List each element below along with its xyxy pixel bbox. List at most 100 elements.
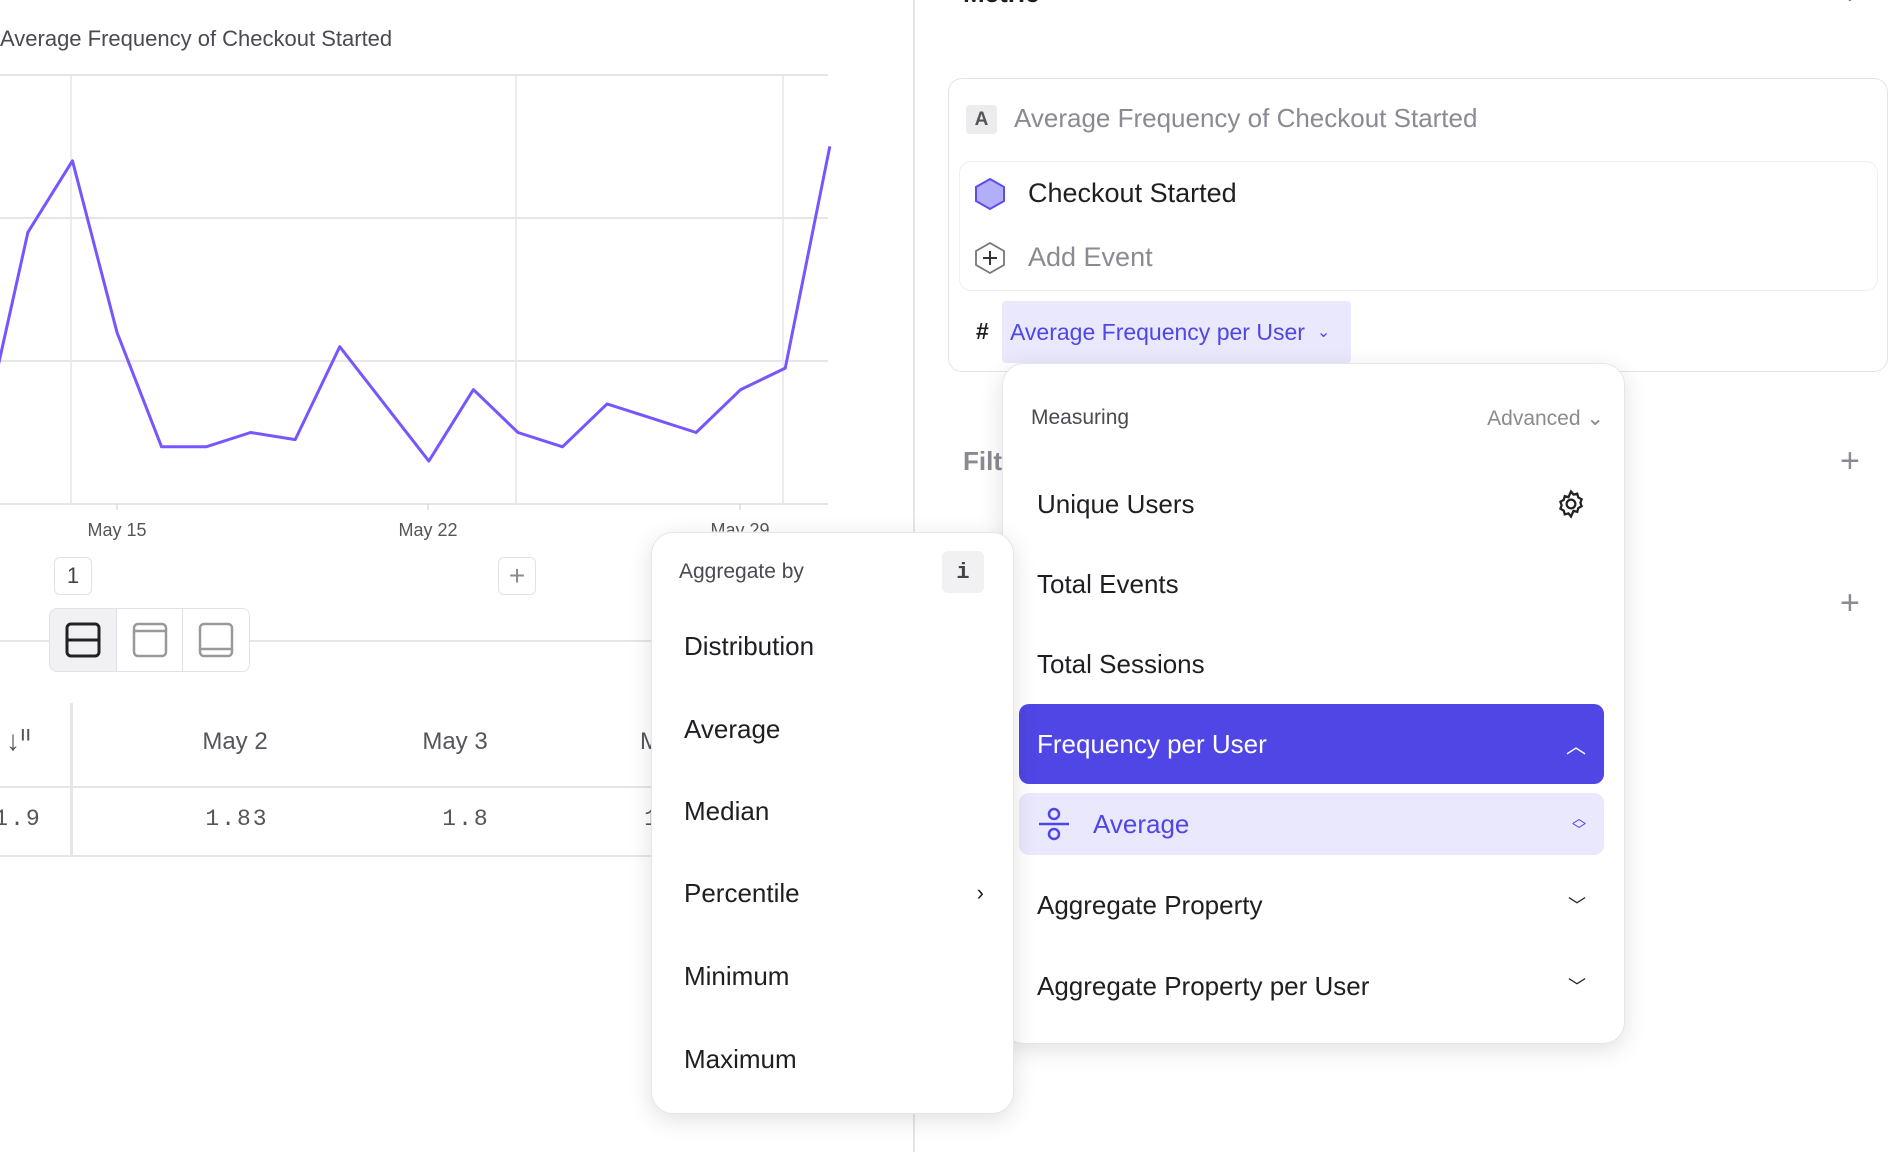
advanced-label: Advanced bbox=[1487, 407, 1581, 430]
data-point bbox=[161, 446, 163, 448]
option-label: Aggregate Property bbox=[1037, 889, 1263, 920]
data-point bbox=[116, 331, 118, 333]
option-label: Maximum bbox=[684, 1043, 797, 1074]
layout-table-button[interactable] bbox=[183, 609, 249, 671]
line-chart bbox=[0, 74, 832, 510]
data-point bbox=[695, 432, 697, 433]
add-metric-button[interactable]: + bbox=[1840, 0, 1860, 13]
chevron-right-icon: › bbox=[976, 880, 984, 905]
table-cell: 1.8 bbox=[442, 806, 490, 832]
add-filter-button[interactable]: + bbox=[1840, 442, 1860, 480]
aggregate-option[interactable]: Average bbox=[684, 709, 984, 749]
event-name[interactable]: Checkout Started bbox=[1028, 178, 1237, 208]
data-point bbox=[562, 446, 563, 448]
layout-toggle bbox=[49, 608, 250, 672]
measure-selector-label: Average Frequency per User bbox=[1010, 318, 1305, 345]
measuring-dropdown: Measuring Advanced ⌄ Unique Users Total … bbox=[1002, 363, 1625, 1044]
split-layout-icon bbox=[65, 622, 101, 658]
data-point bbox=[472, 389, 474, 391]
measure-option-unique-users[interactable]: Unique Users bbox=[1019, 468, 1604, 540]
gear-icon[interactable] bbox=[1556, 489, 1586, 519]
metric-name[interactable]: Average Frequency of Checkout Started bbox=[1014, 103, 1478, 133]
option-label: Minimum bbox=[684, 960, 790, 991]
chart-title: Average Frequency of Checkout Started bbox=[0, 26, 393, 51]
x-tick-label: May 22 bbox=[398, 520, 458, 540]
add-event-icon bbox=[975, 241, 1005, 275]
option-label: Distribution bbox=[684, 630, 815, 661]
chart-layout-icon bbox=[132, 622, 167, 658]
average-icon bbox=[1039, 807, 1069, 841]
aggregate-option[interactable]: Minimum bbox=[684, 956, 984, 996]
aggregate-header: Aggregate by bbox=[679, 560, 804, 583]
layout-chart-button[interactable] bbox=[116, 609, 184, 671]
add-breakdown-button[interactable]: + bbox=[1840, 584, 1860, 622]
option-label: Aggregate Property per User bbox=[1037, 970, 1370, 1001]
aggregate-selector-label: Average bbox=[1093, 808, 1190, 839]
data-point bbox=[740, 389, 742, 391]
chevron-down-icon: ⌄ bbox=[1586, 407, 1604, 430]
x-tick-label: May 15 bbox=[87, 520, 147, 540]
event-hexagon-icon bbox=[975, 177, 1005, 211]
measure-option-total-events[interactable]: Total Events bbox=[1019, 548, 1604, 620]
row-divider bbox=[0, 786, 660, 788]
layout-split-button[interactable] bbox=[50, 609, 117, 671]
aggregate-by-menu: Aggregate by i Distribution Average Medi… bbox=[651, 532, 1014, 1114]
add-event-button[interactable]: Add Event bbox=[1028, 242, 1153, 272]
chevron-down-icon: ⌄ bbox=[1316, 324, 1331, 341]
measure-option-aggregate-property-per-user[interactable]: Aggregate Property per User ﹀ bbox=[1019, 950, 1604, 1022]
data-point bbox=[205, 446, 207, 448]
measure-option-frequency-per-user[interactable]: Frequency per User ︿ bbox=[1019, 704, 1604, 784]
hash-icon: # bbox=[976, 318, 989, 344]
data-point bbox=[606, 403, 608, 405]
data-point bbox=[250, 432, 252, 433]
sort-icon[interactable]: ↓ᑊᑊ bbox=[6, 725, 31, 756]
measure-selector[interactable]: Average Frequency per User ⌄ bbox=[1002, 301, 1351, 363]
data-point bbox=[383, 403, 385, 405]
data-point bbox=[71, 160, 73, 162]
table-cell: 1.9 bbox=[0, 806, 42, 832]
filter-label: Filt bbox=[963, 446, 1002, 476]
series-number-button[interactable]: 1 bbox=[54, 557, 92, 595]
chevron-down-icon: ﹀ bbox=[1568, 896, 1586, 916]
metric-letter-badge: A bbox=[966, 105, 997, 134]
data-point bbox=[651, 417, 653, 419]
table-layout-icon bbox=[198, 622, 234, 658]
add-button[interactable]: + bbox=[498, 557, 536, 595]
data-point bbox=[294, 439, 296, 441]
section-title: Metric bbox=[963, 0, 1040, 9]
chevron-down-icon: ﹀ bbox=[1568, 977, 1586, 997]
option-label: Total Sessions bbox=[1037, 648, 1205, 679]
divider bbox=[0, 640, 660, 642]
data-point bbox=[27, 231, 29, 233]
aggregate-option[interactable]: Percentile › bbox=[684, 873, 984, 913]
aggregate-option[interactable]: Distribution bbox=[684, 626, 984, 666]
option-label: Average bbox=[684, 713, 781, 744]
aggregate-option[interactable]: Median bbox=[684, 791, 984, 831]
option-label: Total Events bbox=[1037, 568, 1179, 599]
series-line bbox=[0, 146, 832, 463]
data-point bbox=[784, 367, 786, 369]
info-button[interactable]: i bbox=[942, 551, 984, 593]
advanced-toggle[interactable]: Advanced ⌄ bbox=[1487, 406, 1604, 431]
aggregate-option[interactable]: Maximum bbox=[684, 1039, 984, 1079]
chevron-up-icon: ︿ bbox=[1566, 735, 1586, 758]
option-label: Median bbox=[684, 795, 770, 826]
aggregate-selector[interactable]: Average ︿ ﹀ bbox=[1019, 793, 1604, 855]
column-divider bbox=[70, 703, 73, 855]
column-header[interactable]: May 3 bbox=[422, 728, 488, 755]
column-header[interactable]: May 2 bbox=[202, 728, 268, 755]
option-label: Frequency per User bbox=[1037, 728, 1267, 759]
event-list bbox=[959, 161, 1878, 291]
option-label: Percentile bbox=[684, 877, 800, 908]
data-point bbox=[339, 346, 341, 348]
measure-option-total-sessions[interactable]: Total Sessions bbox=[1019, 628, 1604, 700]
measuring-header: Measuring bbox=[1031, 406, 1130, 429]
option-label: Unique Users bbox=[1037, 488, 1195, 519]
x-tick-label: May 29 bbox=[710, 520, 770, 540]
data-point bbox=[517, 432, 519, 433]
data-point bbox=[428, 460, 430, 462]
measure-option-aggregate-property[interactable]: Aggregate Property ﹀ bbox=[1019, 869, 1604, 941]
chevron-up-down-icon: ︿ ﹀ bbox=[1572, 810, 1586, 838]
row-divider bbox=[0, 855, 660, 857]
table-cell: 1.83 bbox=[205, 806, 269, 832]
